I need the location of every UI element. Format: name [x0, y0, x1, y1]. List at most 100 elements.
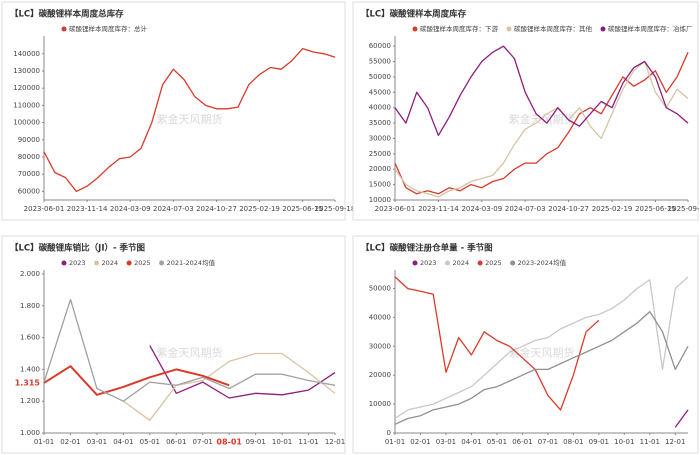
x-tick-label: 06-01	[512, 438, 532, 446]
y-tick-label: 120000	[13, 84, 40, 92]
y-tick-label: 30000	[369, 342, 391, 350]
legend-marker	[159, 260, 165, 266]
legend-marker	[445, 260, 451, 266]
legend-marker	[94, 260, 100, 266]
legend-marker	[412, 26, 418, 32]
y-tick-label: 45000	[369, 88, 391, 96]
y-tick-label: 30000	[369, 134, 391, 142]
series-line	[394, 45, 689, 137]
series-line	[394, 52, 689, 195]
x-tick-label: 03-01	[87, 438, 107, 446]
legend-marker	[61, 260, 67, 266]
series-line	[43, 47, 336, 193]
series-line	[43, 298, 336, 402]
x-tick-label: 09-01	[245, 438, 265, 446]
y-tick-label: 90000	[18, 136, 40, 144]
x-tick-label: 10-01	[272, 438, 292, 446]
y-tick-label: 40000	[369, 104, 391, 112]
y-tick-label: 20000	[369, 165, 391, 173]
legend-label: 2024	[453, 259, 470, 267]
legend-label: 2024	[102, 259, 119, 267]
chart-title: 【LC】碳酸锂样本周度总库存	[10, 9, 124, 20]
x-tick-label: 01-01	[34, 438, 54, 446]
panel	[352, 1, 699, 221]
x-tick-label: 2024-10-27	[196, 205, 237, 213]
y-tick-label: 140000	[13, 50, 40, 58]
y-tick-label: 1.800	[20, 302, 40, 310]
series-line	[149, 345, 336, 399]
x-tick-label: 11-01	[640, 438, 660, 446]
x-tick-label: 2024-10-27	[548, 205, 589, 213]
series-line	[394, 276, 600, 411]
annotation: 1.315	[15, 378, 41, 387]
x-tick-label: 09-01	[589, 438, 609, 446]
y-tick-label: 1.400	[20, 365, 40, 373]
x-tick-label: 10-01	[614, 438, 634, 446]
x-tick-label: 2024-03-09	[461, 205, 502, 213]
y-tick-label: 25000	[369, 150, 391, 158]
y-tick-label: 35000	[369, 119, 391, 127]
watermark: 紫金天风期货	[509, 346, 575, 360]
y-tick-label: 1.600	[20, 334, 40, 342]
x-tick-label: 11-01	[298, 438, 318, 446]
legend-label: 碳酸锂样本周度库存：其他	[514, 24, 593, 33]
x-tick-label: 2025-06-15	[282, 205, 323, 213]
x-tick-label: 07-01	[193, 438, 213, 446]
x-tick-label: 2025-02-19	[592, 205, 633, 213]
x-tick-label: 08-01	[563, 438, 583, 446]
watermark: 紫金天风期货	[157, 112, 223, 126]
x-tick-label: 01-01	[385, 438, 405, 446]
series-line	[43, 365, 230, 396]
series-line	[394, 276, 689, 420]
y-tick-label: 40000	[369, 313, 391, 321]
series-line	[674, 409, 689, 428]
y-tick-label: 60000	[18, 187, 40, 195]
legend-label: 2023	[69, 259, 86, 267]
y-tick-label: 100000	[13, 119, 40, 127]
legend-marker	[477, 260, 483, 266]
x-tick-label: 2025-06-15	[635, 205, 676, 213]
x-tick-label: 2024-03-09	[110, 205, 151, 213]
legend-marker	[510, 260, 516, 266]
legend-marker	[61, 26, 67, 32]
legend-label: 碳酸锂样本周度库存：下游	[420, 24, 499, 33]
legend-marker	[600, 26, 606, 32]
x-tick-label: 02-01	[60, 438, 80, 446]
legend-label: 2023-2024均值	[518, 258, 567, 267]
series-line	[123, 352, 336, 421]
x-tick-label: 07-01	[538, 438, 558, 446]
x-tick-label: 2025-02-19	[239, 205, 280, 213]
x-tick-label: 04-01	[461, 438, 481, 446]
legend-marker	[412, 260, 418, 266]
panel	[1, 1, 346, 221]
y-tick-label: 15000	[369, 181, 391, 189]
y-tick-label: 50000	[369, 73, 391, 81]
legend-label: 2023	[420, 259, 437, 267]
y-tick-label: 10000	[369, 400, 391, 408]
legend-label: 2025	[134, 259, 151, 267]
x-tick-label: 03-01	[436, 438, 456, 446]
chart-title: 【LC】碳酸锂注册仓单量 - 季节图	[361, 243, 493, 254]
y-tick-label: 60000	[369, 42, 391, 50]
x-tick-label: 2024-07-03	[505, 205, 546, 213]
series-line	[394, 310, 689, 425]
y-tick-label: 1.000	[20, 429, 40, 437]
legend-label: 2021-2024均值	[167, 258, 216, 267]
chart-title: 【LC】碳酸锂样本周度库存	[361, 9, 467, 20]
x-tick-label: 2025-09-18	[315, 205, 356, 213]
x-tick-label: 2025-09-18	[668, 205, 700, 213]
x-tick-label: 06-01	[166, 438, 186, 446]
watermark: 紫金天风期货	[157, 346, 223, 360]
x-tick-label: 2024-07-03	[153, 205, 194, 213]
legend-label: 碳酸锂样本周度库存：总计	[69, 24, 148, 33]
x-tick-label: 2023-11-14	[418, 205, 459, 213]
x-tick-label: 05-01	[487, 438, 507, 446]
x-tick-label: 05-01	[140, 438, 160, 446]
y-tick-label: 0	[387, 429, 391, 437]
y-tick-label: 70000	[18, 170, 40, 178]
y-tick-label: 10000	[369, 196, 391, 204]
legend-label: 碳酸锂样本周度库存：冶炼厂	[608, 24, 693, 33]
y-tick-label: 80000	[18, 153, 40, 161]
y-tick-label: 130000	[13, 67, 40, 75]
